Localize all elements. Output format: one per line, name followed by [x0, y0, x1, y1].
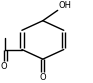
Text: O: O [40, 73, 46, 82]
Text: O: O [1, 62, 8, 71]
Text: OH: OH [59, 1, 72, 10]
